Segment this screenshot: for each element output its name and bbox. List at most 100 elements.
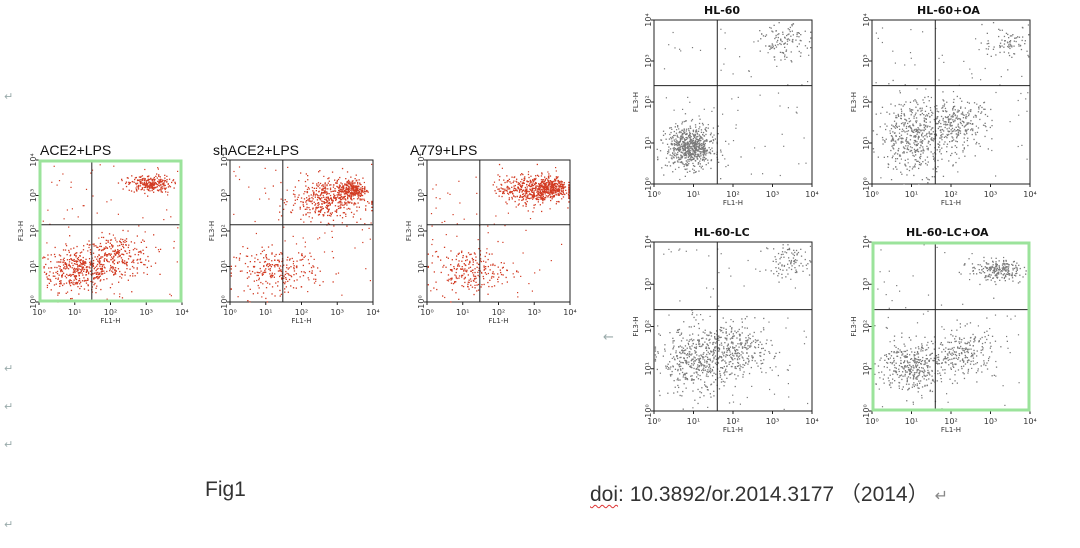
data-point [155, 246, 157, 248]
data-point [927, 182, 929, 184]
data-point [345, 213, 347, 215]
data-point [708, 358, 710, 360]
data-point [552, 180, 554, 183]
data-point [724, 48, 726, 50]
data-point [519, 188, 521, 190]
data-point [256, 274, 258, 277]
data-point [173, 240, 175, 243]
data-point [547, 192, 549, 194]
data-point [70, 275, 72, 277]
data-point [983, 108, 985, 110]
data-point [881, 136, 884, 139]
data-point [672, 143, 674, 145]
data-point [302, 214, 304, 216]
data-point [106, 270, 108, 273]
data-point [335, 197, 337, 199]
data-point [116, 261, 119, 264]
data-point [154, 183, 156, 185]
data-point [115, 239, 117, 241]
data-point [129, 182, 131, 184]
data-point [133, 267, 135, 269]
data-point [966, 122, 968, 124]
data-point [681, 155, 684, 158]
data-point [461, 274, 463, 277]
data-point [770, 47, 773, 49]
data-point [286, 267, 288, 269]
data-point [537, 191, 540, 193]
data-point [879, 126, 881, 128]
data-point [338, 192, 340, 194]
data-point [921, 112, 923, 115]
data-point [937, 116, 939, 118]
data-point [167, 194, 169, 196]
data-point [700, 362, 703, 365]
data-point [70, 289, 73, 292]
x-tick-label: 10² [295, 308, 308, 317]
data-point [702, 153, 704, 155]
data-point [318, 202, 320, 204]
data-point [330, 198, 332, 200]
data-point [472, 279, 475, 282]
data-point [784, 37, 786, 39]
data-point [177, 170, 179, 172]
data-point [287, 268, 289, 270]
data-point [156, 177, 158, 179]
data-point [257, 258, 259, 261]
data-point [551, 181, 553, 183]
data-point [247, 266, 249, 268]
data-point [693, 316, 695, 319]
data-point [151, 187, 153, 189]
data-point [82, 249, 85, 251]
data-point [953, 112, 955, 114]
data-point [324, 202, 326, 204]
data-point [502, 241, 504, 243]
data-point [118, 281, 120, 283]
data-point [674, 168, 677, 170]
data-point [280, 181, 282, 184]
data-point [501, 167, 503, 169]
data-point [987, 148, 989, 150]
data-point [136, 185, 138, 187]
data-point [972, 128, 974, 130]
data-point [292, 287, 295, 289]
data-point [687, 141, 689, 143]
data-point [136, 272, 139, 274]
data-point [670, 353, 672, 355]
data-point [89, 262, 91, 264]
data-point [946, 133, 948, 136]
data-point [547, 181, 549, 183]
data-point [909, 134, 911, 137]
data-point [687, 142, 689, 145]
data-point [317, 206, 319, 209]
data-point [526, 192, 528, 195]
data-point [124, 250, 126, 252]
data-point [70, 248, 72, 250]
data-point [278, 253, 281, 255]
data-point [88, 258, 91, 260]
data-point [518, 182, 521, 185]
data-point [475, 281, 477, 283]
data-point [927, 147, 929, 149]
data-point [367, 191, 369, 193]
data-point [508, 199, 510, 201]
data-point [335, 199, 337, 201]
data-point [352, 194, 354, 196]
data-point [712, 139, 715, 142]
data-point [923, 124, 925, 126]
data-point [691, 145, 693, 148]
data-point [261, 296, 263, 298]
data-point [129, 275, 131, 277]
data-point [455, 275, 457, 277]
data-point [66, 266, 68, 268]
data-point [68, 226, 70, 228]
data-point [560, 180, 562, 182]
data-point [767, 52, 769, 54]
data-point [898, 115, 900, 117]
data-point [269, 268, 271, 270]
data-point [243, 290, 245, 292]
data-point [957, 109, 959, 111]
data-point [531, 185, 533, 187]
data-point [249, 261, 251, 263]
data-point [355, 185, 357, 187]
data-point [697, 153, 699, 155]
